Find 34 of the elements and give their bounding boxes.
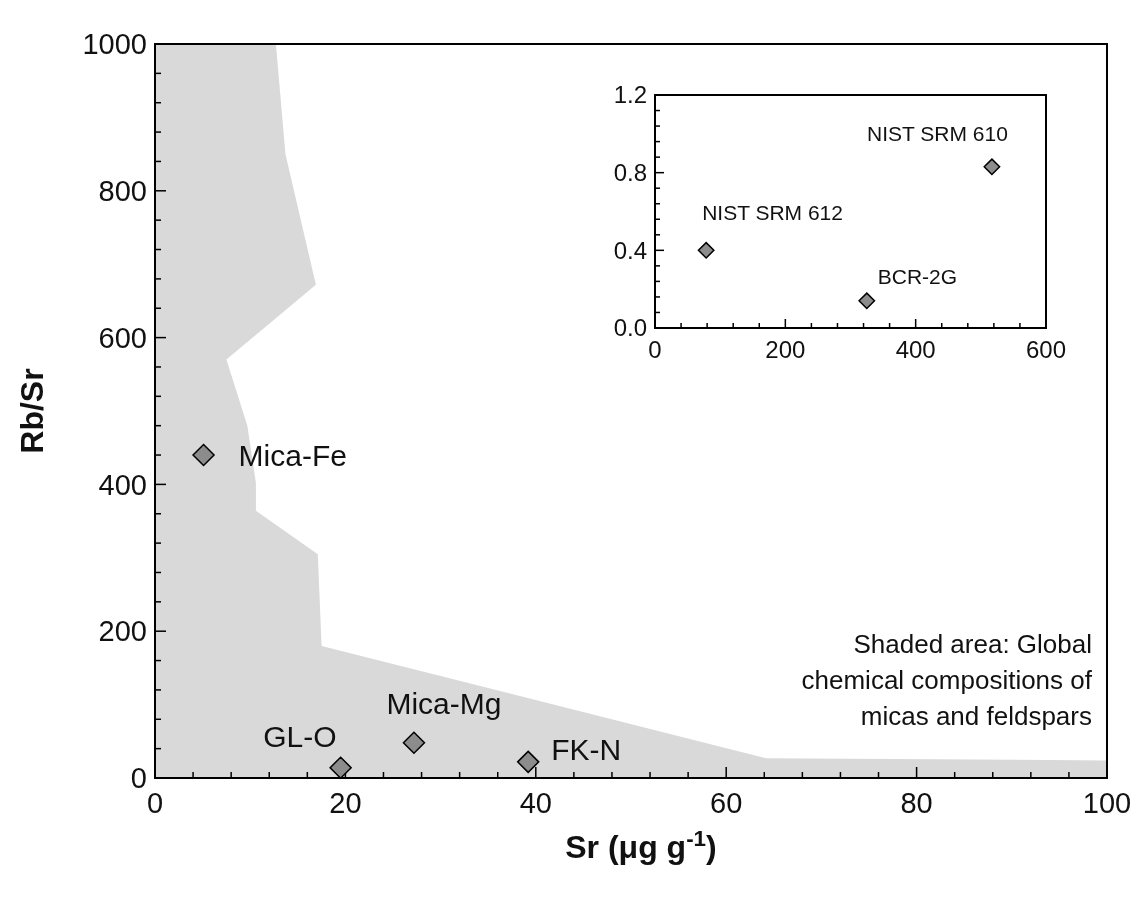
point: [516, 750, 540, 774]
annotation: Shaded area: Global chemical compositions of micas and feldspars: [801, 629, 1093, 731]
x-axis-title: Sr (μg g$^{-1}$): [565, 825, 717, 865]
y-tick-label: 400: [98, 468, 147, 501]
annotation: GL-O: [263, 720, 337, 754]
x-tick-label: 40: [519, 787, 552, 819]
x-tick-label: 60: [710, 787, 743, 819]
annotation: FK-N: [551, 733, 622, 767]
annotation: BCR-2G: [877, 265, 958, 289]
y-axis-title: Rb/Sr: [14, 368, 50, 454]
y-tick-label: 0.8: [613, 159, 647, 187]
y-tick-label: 1000: [82, 28, 147, 61]
annotation: Mica-Fe: [238, 438, 347, 472]
annotation: NIST SRM 612: [702, 200, 843, 224]
y-tick-label: 200: [98, 615, 147, 648]
point: [329, 756, 352, 779]
point: [697, 241, 715, 259]
x-tick-label: 400: [895, 336, 936, 363]
point: [402, 731, 426, 755]
x-tick-label: 600: [1025, 336, 1067, 363]
annotation: Mica-Mg: [386, 687, 502, 721]
y-tick-label: 0: [130, 762, 147, 795]
annotation: NIST SRM 610: [867, 122, 1008, 146]
point: [858, 292, 876, 310]
y-tick-label: 0.4: [613, 236, 647, 264]
y-tick-label: 1.2: [613, 81, 647, 109]
x-tick-label: 80: [900, 787, 933, 819]
y-tick-label: 0.0: [613, 314, 647, 342]
x-tick-label: 100: [1082, 787, 1132, 819]
x-tick-label: 20: [329, 787, 362, 819]
point: [983, 158, 1001, 176]
point: [192, 443, 215, 467]
y-tick-label: 800: [98, 174, 147, 207]
x-tick-label: 200: [765, 336, 806, 363]
